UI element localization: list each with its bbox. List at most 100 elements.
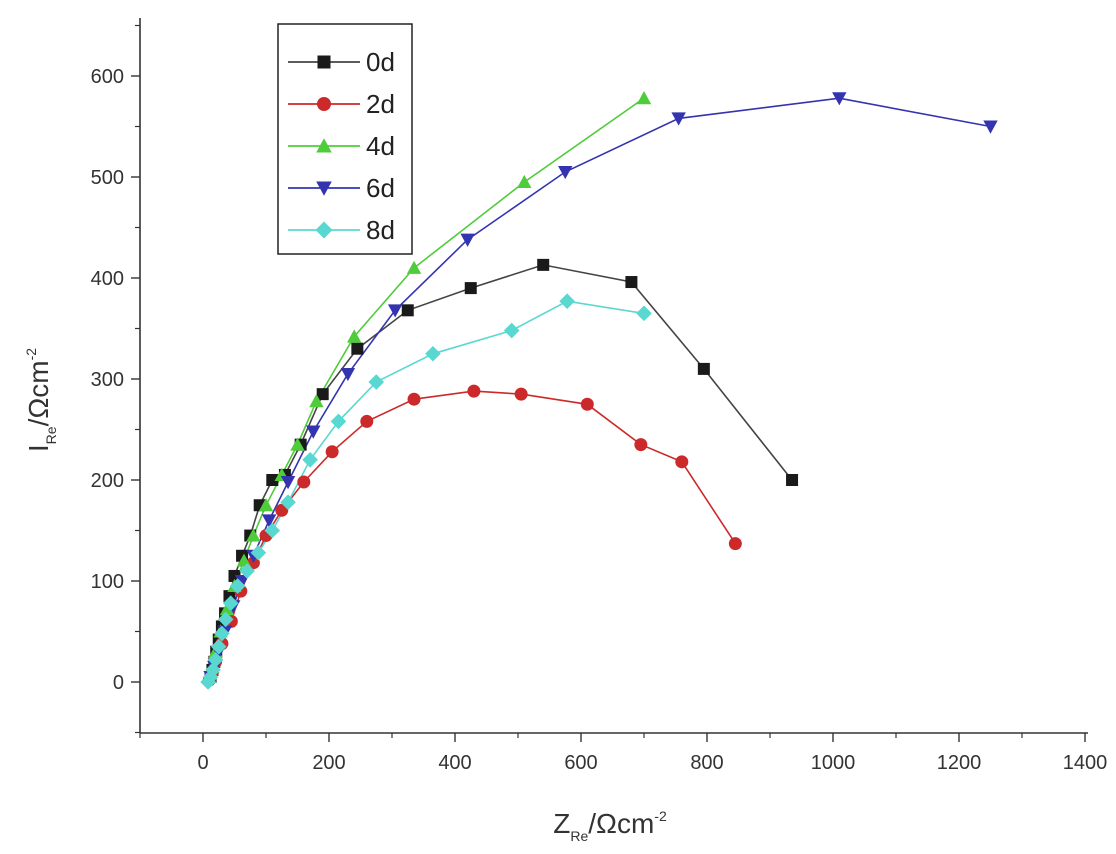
point-8d <box>239 563 255 579</box>
point-2d <box>360 414 374 428</box>
y-tick-label: 200 <box>91 470 124 492</box>
point-2d <box>580 397 594 411</box>
x-axis-title-main: Z <box>553 808 570 839</box>
point-2d <box>634 438 648 452</box>
legend: 0d 2d 4d 6d 8d <box>277 23 413 255</box>
point-4d <box>258 498 274 512</box>
y-axis-title-sub: Re <box>43 426 59 444</box>
point-4d <box>246 528 261 542</box>
point-8d <box>368 374 385 390</box>
point-4d <box>290 437 305 451</box>
series-line-4d <box>208 97 645 678</box>
point-6d <box>983 120 998 134</box>
point-6d <box>261 514 277 528</box>
point-4d <box>347 329 362 343</box>
y-tick-label: 600 <box>91 66 124 88</box>
point-2d <box>325 445 339 459</box>
legend-marker-8d <box>315 221 333 239</box>
x-axis-title: ZRe/Ωcm-2 <box>553 808 667 844</box>
y-tick-label: 100 <box>91 571 124 593</box>
point-2d <box>407 392 421 406</box>
point-8d <box>503 322 520 339</box>
legend-label-4d: 4d <box>366 131 395 161</box>
legend-marker-0d <box>317 55 331 69</box>
y-axis-title: IRe/Ωcm-2 <box>23 348 59 452</box>
series-markers <box>200 91 998 690</box>
point-6d <box>280 476 296 490</box>
point-6d <box>832 92 847 106</box>
point-8d <box>280 494 296 511</box>
point-4d <box>236 553 252 567</box>
point-8d <box>207 651 224 668</box>
point-0d <box>316 388 329 401</box>
point-6d <box>234 575 250 589</box>
legend-marker-4d <box>316 138 332 153</box>
point-8d <box>425 345 441 362</box>
point-4d <box>309 394 324 408</box>
point-2d <box>297 475 311 489</box>
y-tick-label: 500 <box>91 167 124 189</box>
point-0d <box>401 304 414 317</box>
point-2d <box>467 384 481 398</box>
y-tick-label: 0 <box>113 672 124 694</box>
point-0d <box>266 474 279 486</box>
point-6d <box>460 233 475 247</box>
y-axis-title-main: I <box>23 444 54 452</box>
point-6d <box>558 165 573 180</box>
point-8d <box>210 638 227 655</box>
point-6d <box>387 304 403 318</box>
point-2d <box>514 387 528 401</box>
x-tick-label: 400 <box>438 752 471 774</box>
point-8d <box>302 452 318 468</box>
point-0d <box>625 276 638 289</box>
legend-label-6d: 6d <box>366 173 395 203</box>
point-2d <box>728 537 742 551</box>
point-8d <box>250 544 267 561</box>
point-8d <box>217 611 234 628</box>
y-tick-label: 300 <box>91 369 124 391</box>
point-4d <box>219 602 235 616</box>
point-8d <box>229 578 246 594</box>
x-tick-label: 1200 <box>937 752 982 774</box>
series-line-2d <box>208 390 737 681</box>
y-axis-title-unit: /Ωcm <box>23 360 54 426</box>
point-8d <box>214 625 230 642</box>
point-4d <box>636 91 652 105</box>
point-4d <box>406 260 422 274</box>
point-0d <box>351 342 364 355</box>
point-8d <box>330 413 347 430</box>
y-tick-label: 400 <box>91 268 124 290</box>
plot-area <box>139 18 1088 734</box>
axis-ticks: 0 200 400 600 800 1000 1200 1400 0 100 200 300 400 50… <box>91 24 1108 774</box>
legend-label-8d: 8d <box>366 215 395 245</box>
legend-label-0d: 0d <box>366 47 395 77</box>
point-8d <box>636 305 652 322</box>
point-0d <box>786 474 799 486</box>
point-6d <box>340 367 356 382</box>
x-axis-title-sup: -2 <box>654 808 667 824</box>
legend-marker-2d <box>317 97 331 111</box>
x-tick-label: 0 <box>197 752 208 774</box>
x-tick-label: 1400 <box>1063 752 1108 774</box>
point-8d <box>559 293 575 310</box>
legend-marker-6d <box>316 181 332 196</box>
point-8d <box>222 595 239 612</box>
x-tick-label: 200 <box>312 752 345 774</box>
x-tick-label: 800 <box>690 752 723 774</box>
point-2d <box>275 503 289 517</box>
point-0d <box>537 258 550 271</box>
point-6d <box>306 425 321 439</box>
legend-label-2d: 2d <box>366 89 395 119</box>
x-tick-label: 1000 <box>811 752 856 774</box>
point-0d <box>464 282 477 295</box>
y-axis-title-sup: -2 <box>23 348 39 361</box>
x-tick-label: 600 <box>564 752 597 774</box>
point-2d <box>675 455 689 469</box>
series-line-0d <box>209 264 793 678</box>
point-0d <box>697 362 710 375</box>
x-axis-title-sub: Re <box>570 828 588 844</box>
point-8d <box>205 662 221 678</box>
point-4d <box>517 174 532 189</box>
point-8d <box>264 522 281 539</box>
